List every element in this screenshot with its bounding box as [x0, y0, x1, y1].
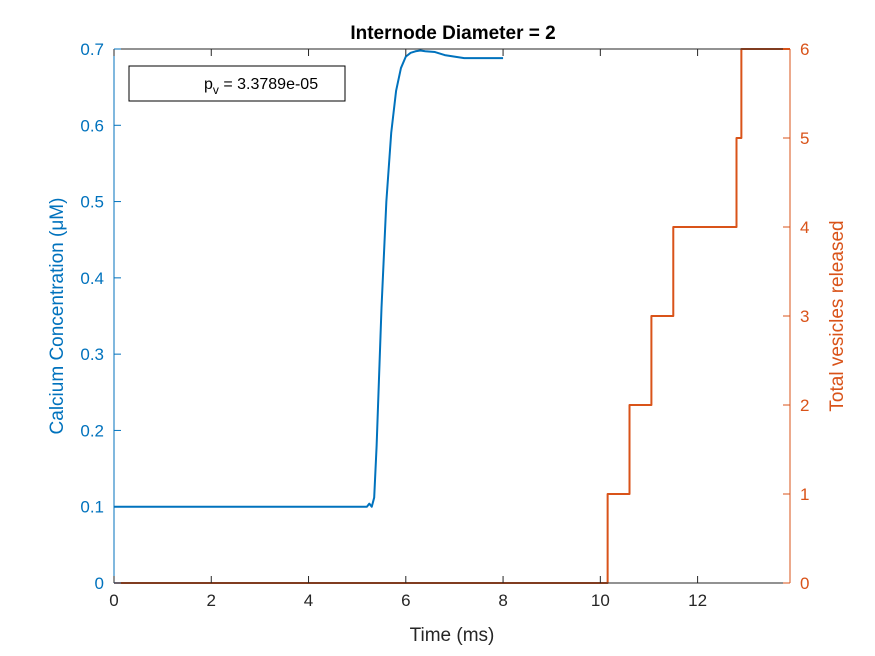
y-right-tick-label: 4	[800, 218, 809, 237]
x-tick-label: 6	[401, 591, 410, 610]
y-right-tick-label: 2	[800, 396, 809, 415]
y-right-tick-label: 5	[800, 129, 809, 148]
y-axis-left-label: Calcium Concentration (μM)	[47, 198, 68, 435]
annotation-text: pv = 3.3789e-05	[204, 76, 318, 97]
series-layer	[114, 48, 790, 584]
annotation-subscript: v	[213, 83, 219, 97]
x-axis-label: Time (ms)	[410, 625, 495, 646]
y-right-tick-label: 0	[800, 574, 809, 593]
y-left-tick-label: 0.5	[80, 193, 104, 212]
chart-title: Internode Diameter = 2	[350, 23, 555, 44]
y-left-tick-label: 0.1	[80, 498, 104, 517]
annotation-box: pv = 3.3789e-05	[128, 65, 346, 102]
annotation-prefix: p	[204, 76, 213, 93]
x-tick-label: 12	[688, 591, 707, 610]
annotation-value: = 3.3789e-05	[219, 76, 318, 93]
y-left-tick-label: 0.2	[80, 421, 104, 440]
x-tick-label: 8	[498, 591, 507, 610]
y-axis-right-label: Total vesicles released	[827, 220, 848, 411]
y-left-tick-label: 0.4	[80, 269, 104, 288]
y-left-tick-label: 0.6	[80, 116, 104, 135]
vesicles-step-line	[114, 48, 790, 584]
y-left-tick-label: 0	[95, 574, 104, 593]
y-right-tick-label: 6	[800, 40, 809, 59]
y-right-tick-label: 1	[800, 485, 809, 504]
calcium-line	[114, 49, 504, 508]
annotation-frame	[128, 65, 346, 102]
x-tick-label: 2	[207, 591, 216, 610]
y-right-tick-label: 3	[800, 307, 809, 326]
plot-area	[114, 49, 790, 583]
x-tick-label: 0	[109, 591, 118, 610]
y-left-tick-label: 0.3	[80, 345, 104, 364]
y-left-tick-label: 0.7	[80, 40, 104, 59]
x-tick-label: 10	[591, 591, 610, 610]
x-tick-label: 4	[304, 591, 313, 610]
